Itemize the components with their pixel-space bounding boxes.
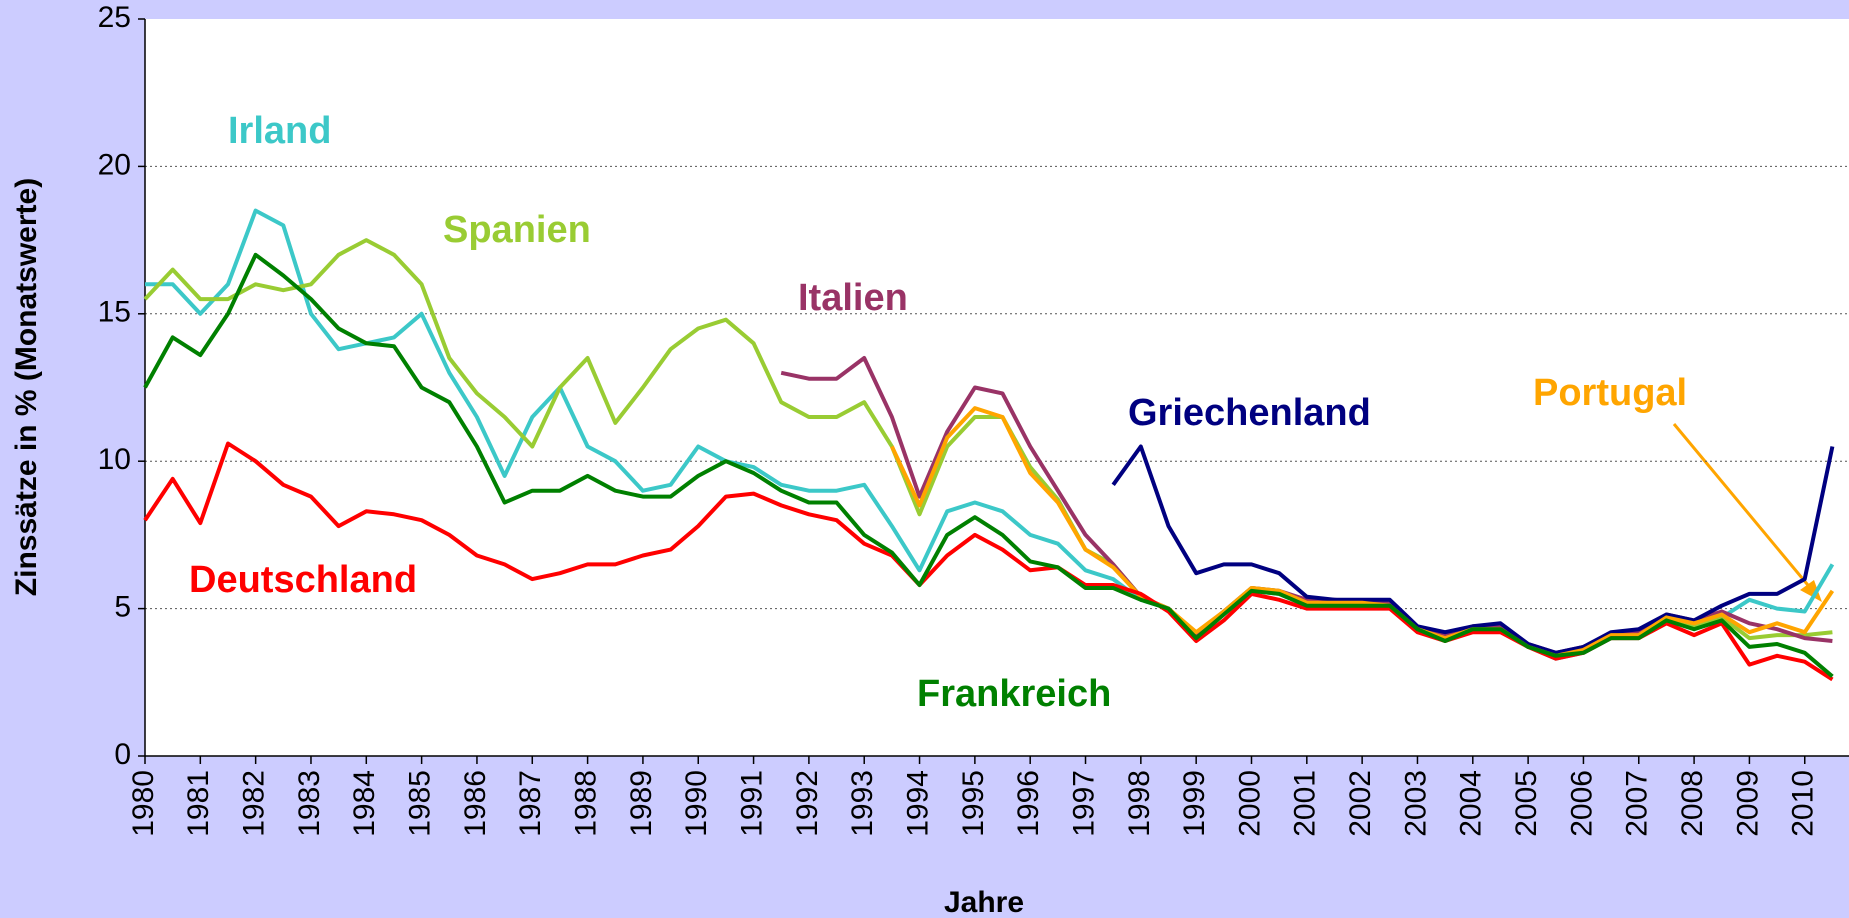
x-tick-label: 1980 bbox=[127, 770, 160, 837]
y-tick-label: 25 bbox=[98, 1, 131, 34]
x-tick-label: 1983 bbox=[293, 770, 326, 837]
annotation-arrow bbox=[1672, 423, 1814, 591]
plot-area bbox=[145, 19, 1849, 756]
x-tick-label: 1989 bbox=[625, 770, 658, 837]
series-line bbox=[890, 406, 1835, 658]
x-tick-label: 2004 bbox=[1455, 770, 1488, 837]
y-tick-label: 20 bbox=[98, 148, 131, 181]
x-tick-label: 1981 bbox=[182, 770, 215, 837]
x-tick-label: 1992 bbox=[791, 770, 824, 837]
x-tick-label: 2005 bbox=[1510, 770, 1543, 837]
series-label: Spanien bbox=[443, 209, 591, 251]
x-tick-label: 1996 bbox=[1012, 770, 1045, 837]
series-label: Irland bbox=[228, 110, 331, 152]
y-tick-label: 5 bbox=[114, 591, 131, 624]
x-tick-label: 1997 bbox=[1067, 770, 1100, 837]
x-tick-label: 1982 bbox=[238, 770, 271, 837]
x-tick-label: 2000 bbox=[1233, 770, 1266, 837]
x-axis-label: Jahre bbox=[944, 886, 1024, 918]
x-tick-label: 2008 bbox=[1676, 770, 1709, 837]
x-tick-label: 2003 bbox=[1399, 770, 1432, 837]
series-label: Deutschland bbox=[189, 559, 417, 601]
x-tick-label: 1994 bbox=[901, 770, 934, 837]
x-tick-label: 1984 bbox=[348, 770, 381, 837]
x-tick-label: 1991 bbox=[735, 770, 768, 837]
x-tick-label: 2002 bbox=[1344, 770, 1377, 837]
x-tick-label: 1986 bbox=[459, 770, 492, 837]
y-tick-label: 10 bbox=[98, 443, 131, 476]
x-tick-label: 2001 bbox=[1289, 770, 1322, 837]
x-tick-label: 2009 bbox=[1731, 770, 1764, 837]
x-tick-label: 1988 bbox=[570, 770, 603, 837]
x-tick-label: 1990 bbox=[680, 770, 713, 837]
series-label: Griechenland bbox=[1128, 392, 1371, 434]
x-tick-label: 1999 bbox=[1178, 770, 1211, 837]
x-tick-label: 2007 bbox=[1621, 770, 1654, 837]
x-tick-label: 1985 bbox=[404, 770, 437, 837]
x-tick-label: 1998 bbox=[1123, 770, 1156, 837]
x-tick-label: 2010 bbox=[1787, 770, 1820, 837]
y-tick-label: 0 bbox=[114, 738, 131, 771]
x-tick-label: 2006 bbox=[1565, 770, 1598, 837]
series-line bbox=[143, 252, 1834, 678]
series-label: Portugal bbox=[1533, 372, 1687, 414]
arrow-head bbox=[1800, 580, 1822, 602]
x-tick-label: 1993 bbox=[846, 770, 879, 837]
x-tick-label: 1987 bbox=[514, 770, 547, 837]
x-tick-label: 1995 bbox=[957, 770, 990, 837]
series-label: Italien bbox=[798, 277, 908, 319]
y-axis-label: Zinssätze in % (Monatswerte) bbox=[10, 178, 43, 596]
series-line bbox=[1111, 444, 1835, 655]
series-line bbox=[143, 441, 1834, 682]
y-tick-label: 15 bbox=[98, 296, 131, 329]
series-label: Frankreich bbox=[917, 673, 1111, 715]
